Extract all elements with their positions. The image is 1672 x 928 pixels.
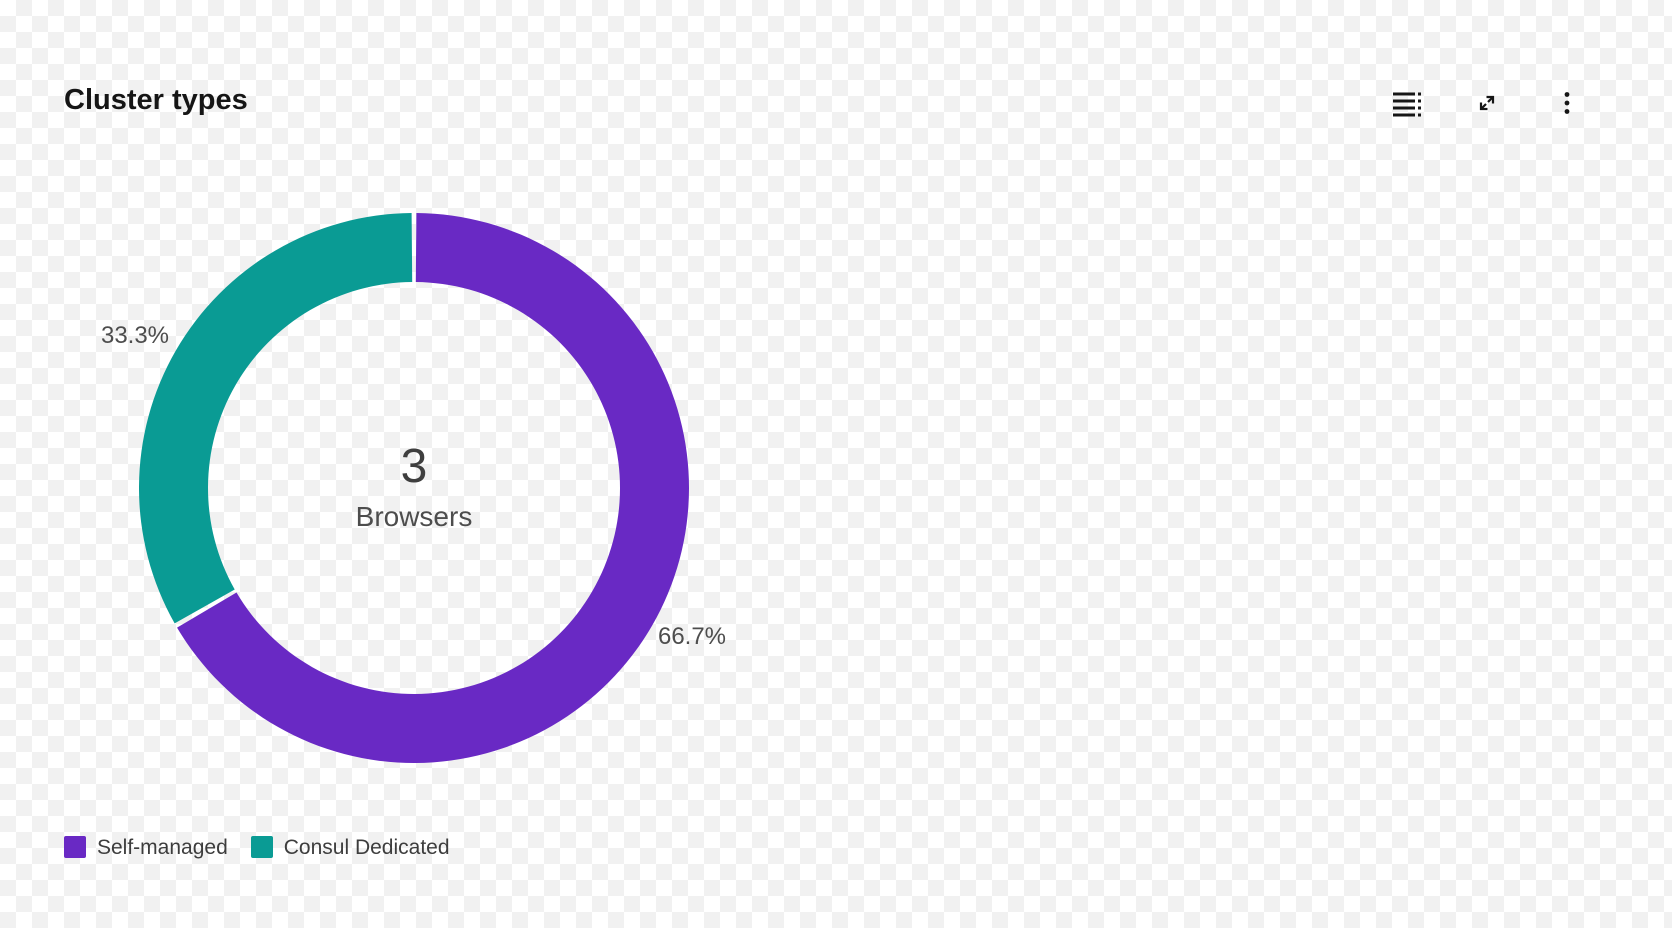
legend-label: Self-managed [97, 835, 228, 859]
legend-swatch [64, 836, 86, 858]
legend-swatch [250, 836, 273, 858]
card-title: Cluster types [64, 84, 248, 116]
data-table-button[interactable] [1391, 87, 1423, 119]
legend-item-self-managed[interactable]: Self-managed [64, 836, 228, 858]
legend-item-consul-dedicated[interactable]: Consul Dedicated [250, 835, 450, 859]
expand-button[interactable] [1471, 87, 1503, 119]
overflow-menu-icon [1564, 92, 1570, 114]
segment-percent-label: 66.7% [657, 623, 727, 650]
expand-icon [1479, 95, 1495, 111]
card-toolbar [1391, 87, 1583, 119]
donut-chart[interactable] [139, 213, 689, 763]
donut-segment[interactable] [139, 213, 413, 624]
data-table-icon [1393, 92, 1421, 117]
legend-label: Consul Dedicated [283, 835, 450, 859]
segment-percent-label: 33.3% [100, 322, 170, 349]
overflow-menu-button[interactable] [1551, 87, 1583, 119]
chart-legend: Self-managed Consul Dedicated [64, 836, 450, 858]
